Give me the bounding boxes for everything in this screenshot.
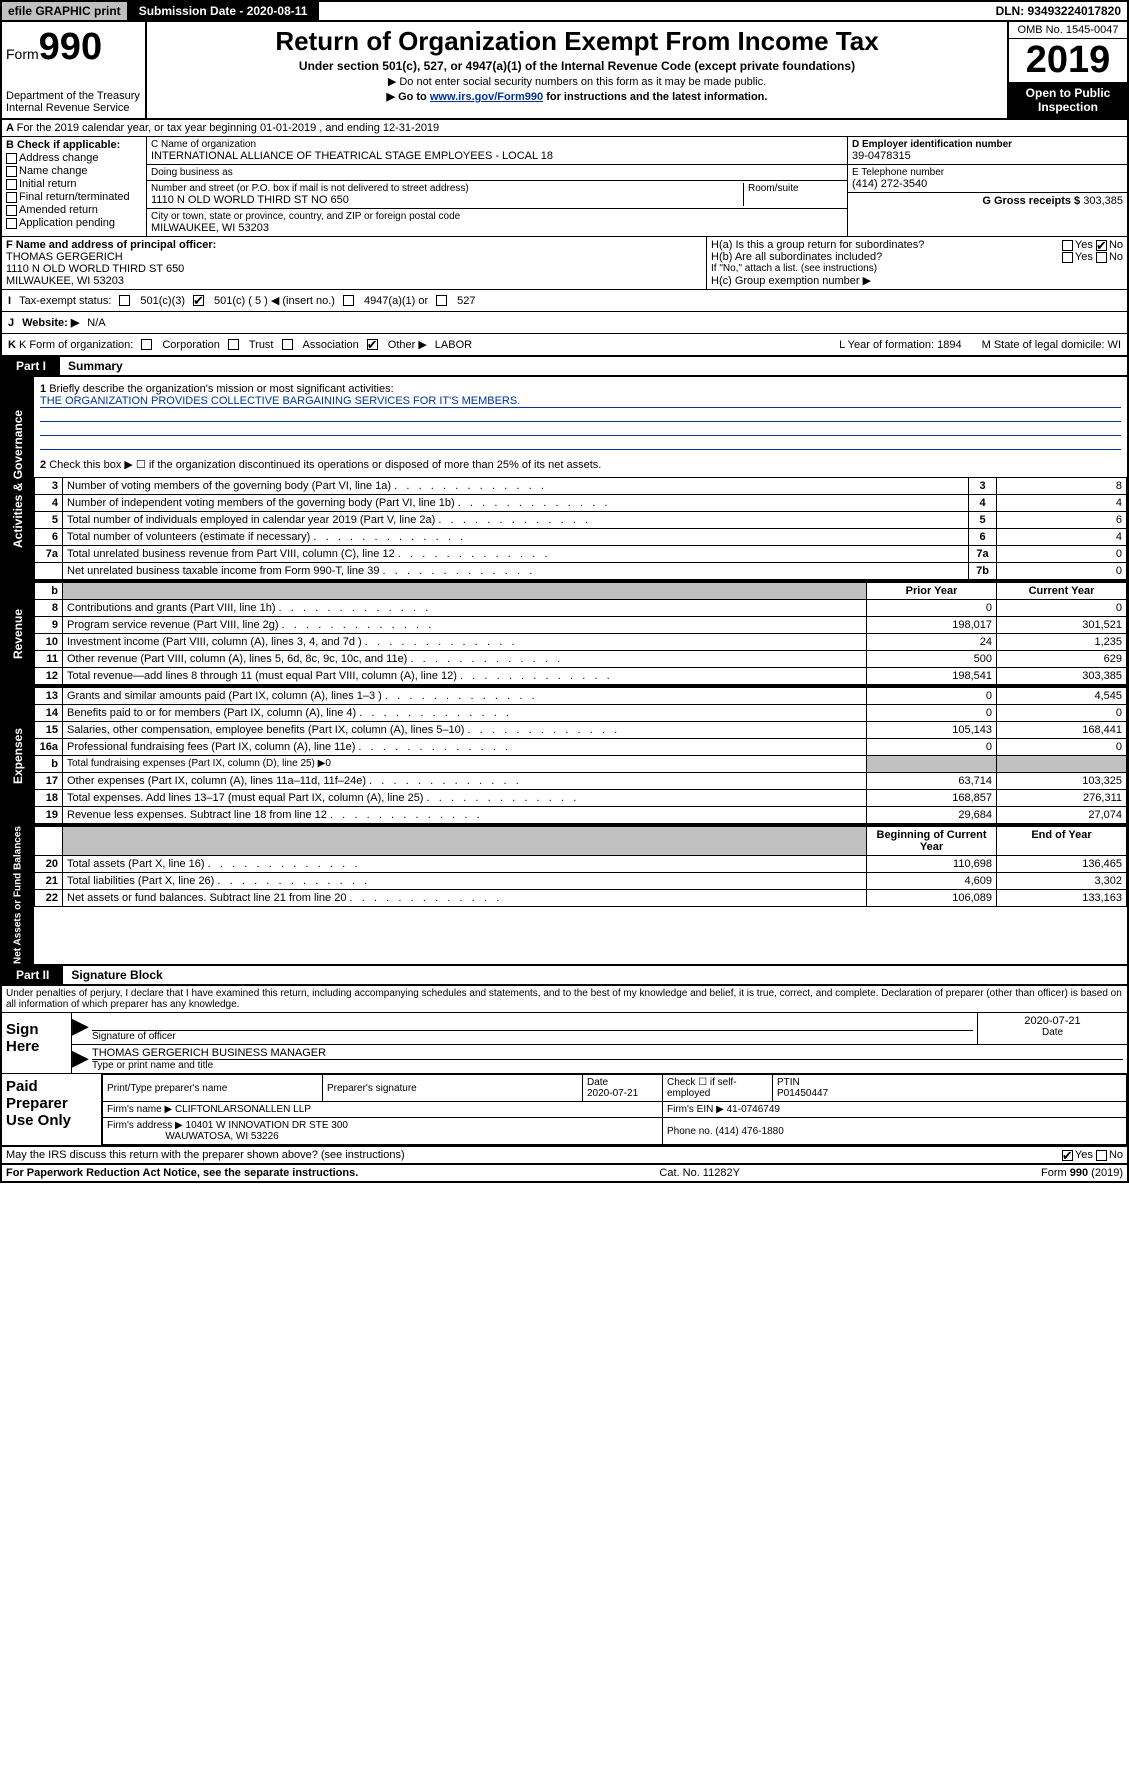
form-title: Return of Organization Exempt From Incom… (151, 26, 1003, 57)
top-bar: efile GRAPHIC print Submission Date - 20… (0, 0, 1129, 22)
netassets-table: Beginning of Current YearEnd of Year20To… (34, 826, 1127, 907)
hc-row: H(c) Group exemption number ▶ (711, 274, 1123, 287)
side-tab-revenue: Revenue (2, 582, 34, 685)
phone-label: E Telephone number (852, 167, 1123, 178)
sig-date-label: Date (982, 1027, 1123, 1038)
irs-link[interactable]: www.irs.gov/Form990 (430, 91, 543, 103)
sign-here-label: Sign Here (2, 1013, 72, 1073)
room-label: Room/suite (748, 183, 843, 194)
subtitle-code: Under section 501(c), 527, or 4947(a)(1)… (151, 59, 1003, 73)
side-tab-expenses: Expenses (2, 687, 34, 824)
netassets-section: Net Assets or Fund Balances Beginning of… (0, 826, 1129, 966)
paperwork-row: For Paperwork Reduction Act Notice, see … (0, 1165, 1129, 1183)
identity-block: B Check if applicable: Address change Na… (0, 137, 1129, 237)
phone-value: (414) 272-3540 (852, 178, 1123, 190)
state-domicile: M State of legal domicile: WI (982, 339, 1121, 351)
revenue-table: bPrior YearCurrent Year8Contributions an… (34, 582, 1127, 685)
cb-final-return[interactable]: Final return/terminated (6, 191, 142, 203)
part1-header: Part I Summary (0, 357, 1129, 377)
side-tab-governance: Activities & Governance (2, 377, 34, 580)
tax-year: 2019 (1009, 39, 1127, 82)
dln-label: DLN: 93493224017820 (990, 2, 1127, 20)
f-label: F Name and address of principal officer: (6, 239, 702, 251)
open-inspection: Open to Public Inspection (1009, 82, 1127, 118)
cb-application-pending[interactable]: Application pending (6, 217, 142, 229)
cb-amended[interactable]: Amended return (6, 204, 142, 216)
officer-typed-name: THOMAS GERGERICH BUSINESS MANAGER (92, 1047, 1123, 1060)
gross-receipts-value: 303,385 (1083, 195, 1123, 207)
korg-row: K K Form of organization: Corporation Tr… (0, 334, 1129, 357)
submission-date-button[interactable]: Submission Date - 2020-08-11 (129, 2, 320, 20)
perjury-statement: Under penalties of perjury, I declare th… (2, 986, 1127, 1012)
hb-note: If "No," attach a list. (see instruction… (711, 263, 1123, 274)
officer-addr2: MILWAUKEE, WI 53203 (6, 275, 702, 287)
omb-number: OMB No. 1545-0047 (1009, 22, 1127, 39)
form-number: Form990 (6, 26, 141, 69)
officer-name: THOMAS GERGERICH (6, 251, 702, 263)
governance-table: 3Number of voting members of the governi… (34, 477, 1127, 580)
subtitle-link-row: ▶ Go to www.irs.gov/Form990 for instruct… (151, 90, 1003, 103)
org-name: INTERNATIONAL ALLIANCE OF THEATRICAL STA… (151, 150, 843, 162)
addr-label: Number and street (or P.O. box if mail i… (151, 183, 743, 194)
officer-group-block: F Name and address of principal officer:… (0, 237, 1129, 290)
expenses-table: 13Grants and similar amounts paid (Part … (34, 687, 1127, 824)
revenue-section: Revenue bPrior YearCurrent Year8Contribu… (0, 582, 1129, 687)
signature-arrow-icon-2: ▶ (72, 1045, 88, 1073)
sig-officer-label: Signature of officer (92, 1031, 973, 1042)
efile-print-button[interactable]: efile GRAPHIC print (2, 2, 129, 20)
website-row: J Website: ▶ N/A (0, 312, 1129, 334)
cb-address-change[interactable]: Address change (6, 152, 142, 164)
signature-block: Under penalties of perjury, I declare th… (0, 986, 1129, 1147)
dba-label: Doing business as (151, 167, 843, 178)
sig-date-value: 2020-07-21 (982, 1015, 1123, 1027)
c-name-label: C Name of organization (151, 139, 843, 150)
irs-label: Internal Revenue Service (6, 102, 141, 114)
paid-preparer-label: Paid Preparer Use Only (2, 1074, 102, 1145)
check-b-column: B Check if applicable: Address change Na… (2, 137, 147, 236)
cb-initial-return[interactable]: Initial return (6, 178, 142, 190)
period-row: A For the 2019 calendar year, or tax yea… (0, 120, 1129, 137)
subtitle-ssn: ▶ Do not enter social security numbers o… (151, 75, 1003, 88)
tax-exempt-row: I Tax-exempt status: 501(c)(3) 501(c) ( … (0, 290, 1129, 312)
dept-treasury: Department of the Treasury (6, 90, 141, 102)
form-header: Form990 Department of the Treasury Inter… (0, 22, 1129, 120)
expenses-section: Expenses 13Grants and similar amounts pa… (0, 687, 1129, 826)
side-tab-netassets: Net Assets or Fund Balances (2, 826, 34, 964)
ein-value: 39-0478315 (852, 150, 1123, 162)
cb-name-change[interactable]: Name change (6, 165, 142, 177)
city-label: City or town, state or province, country… (151, 211, 843, 222)
gross-receipts-label: G Gross receipts $ (982, 195, 1080, 207)
discuss-row: May the IRS discuss this return with the… (0, 1147, 1129, 1165)
signature-arrow-icon: ▶ (72, 1013, 88, 1044)
ha-row: H(a) Is this a group return for subordin… (711, 239, 1123, 251)
year-formation: L Year of formation: 1894 (839, 339, 962, 351)
part2-header: Part II Signature Block (0, 966, 1129, 986)
city-value: MILWAUKEE, WI 53203 (151, 222, 843, 234)
hb-row: H(b) Are all subordinates included? Yes … (711, 251, 1123, 263)
paid-preparer-table: Print/Type preparer's name Preparer's si… (102, 1074, 1127, 1145)
officer-addr1: 1110 N OLD WORLD THIRD ST 650 (6, 263, 702, 275)
governance-section: Activities & Governance 1 Briefly descri… (0, 377, 1129, 582)
ein-label: D Employer identification number (852, 139, 1123, 150)
type-name-label: Type or print name and title (92, 1060, 1123, 1071)
mission-text: THE ORGANIZATION PROVIDES COLLECTIVE BAR… (40, 395, 1121, 408)
street-address: 1110 N OLD WORLD THIRD ST NO 650 (151, 194, 743, 206)
